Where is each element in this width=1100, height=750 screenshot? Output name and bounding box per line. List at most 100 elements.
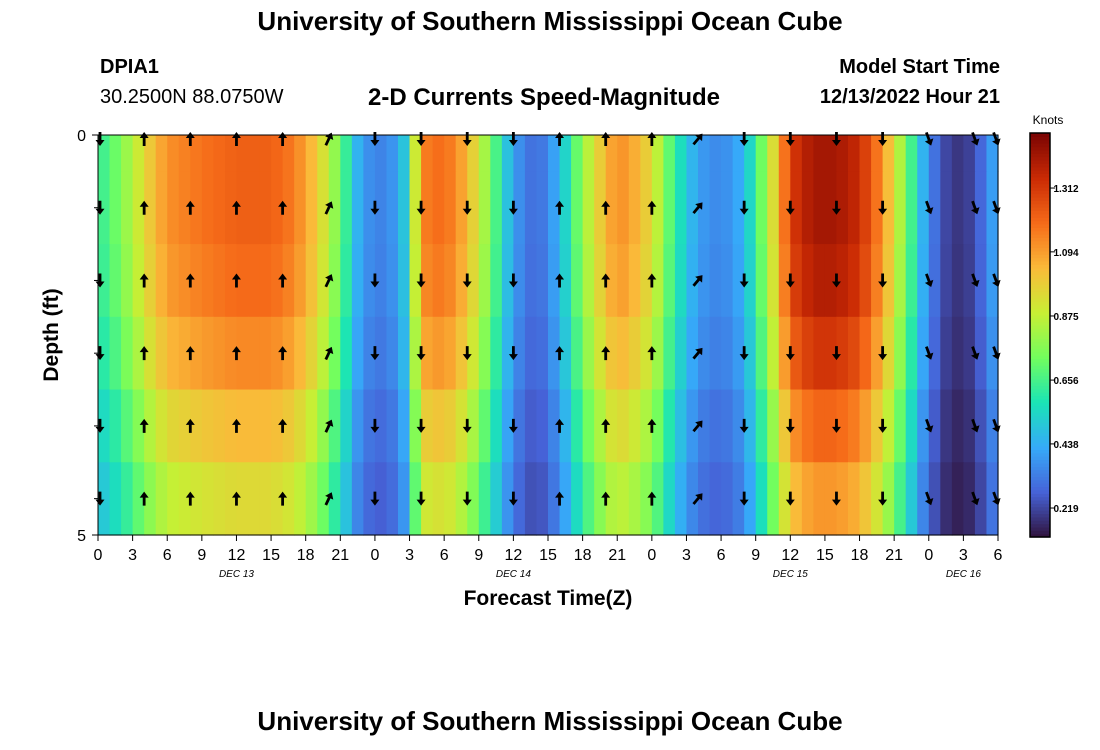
date-label: DEC 14 <box>496 569 531 580</box>
heatmap-cell <box>351 462 364 536</box>
current-arrow <box>185 418 195 433</box>
heatmap-cell <box>144 244 157 318</box>
heatmap-cell <box>617 462 630 536</box>
colorbar-segment <box>1030 183 1050 188</box>
heatmap-cell <box>536 244 549 318</box>
colorbar-segment <box>1030 166 1050 171</box>
heatmap-cell <box>651 316 664 391</box>
colorbar-segment <box>1030 146 1050 151</box>
x-tick-label: 21 <box>885 547 903 564</box>
heatmap-cell <box>674 244 688 318</box>
heatmap-cell <box>513 244 526 318</box>
colorbar-segment <box>1030 510 1050 515</box>
current-arrow <box>785 346 795 361</box>
colorbar-segment <box>1030 449 1050 454</box>
heatmap-cell <box>248 462 261 536</box>
heatmap-cell <box>571 171 584 245</box>
x-tick-label: 9 <box>474 547 483 564</box>
colorbar-segment <box>1030 520 1050 525</box>
colorbar-segment <box>1030 176 1050 181</box>
heatmap-cell <box>732 244 745 318</box>
heatmap-cell <box>386 171 399 245</box>
current-arrow <box>370 200 380 215</box>
heatmap-cell <box>190 171 203 245</box>
current-arrow <box>555 491 565 506</box>
heatmap-cell <box>974 244 988 318</box>
heatmap-cell <box>744 389 757 463</box>
heatmap-cell <box>259 462 272 536</box>
heatmap-cell <box>444 316 457 391</box>
heatmap-cell <box>640 462 653 536</box>
heatmap-cell <box>501 135 514 172</box>
heatmap-cell <box>374 135 388 172</box>
heatmap-cell <box>871 171 884 245</box>
heatmap-cell <box>167 135 180 172</box>
heatmap-cell <box>109 135 122 172</box>
current-arrow <box>785 418 795 433</box>
heatmap-cell <box>859 135 872 172</box>
colorbar-segment <box>1030 486 1050 491</box>
heatmap-cell <box>882 135 895 172</box>
heatmap-cell <box>109 462 122 536</box>
heatmap-cell <box>628 316 641 391</box>
current-arrow <box>416 418 426 433</box>
current-arrow <box>971 200 980 215</box>
current-arrow <box>831 491 841 506</box>
colorbar-segment <box>1030 530 1050 535</box>
colorbar-segment <box>1030 207 1050 212</box>
heatmap-cell <box>917 316 930 391</box>
heatmap-cell <box>605 171 618 245</box>
heatmap-cell <box>824 316 838 391</box>
heatmap-cell <box>259 244 272 318</box>
heatmap-cell <box>974 316 988 391</box>
heatmap-cell <box>836 244 849 318</box>
heatmap-cell <box>398 244 411 318</box>
heatmap-cell <box>398 171 411 245</box>
heatmap-cell <box>928 244 941 318</box>
heatmap-cell <box>144 171 157 245</box>
heatmap-cell <box>905 244 918 318</box>
heatmap-cell <box>478 244 491 318</box>
heatmap-cell <box>698 244 711 318</box>
heatmap-cell <box>709 316 722 391</box>
heatmap-cell <box>421 462 434 536</box>
heatmap-cell <box>974 389 988 463</box>
heatmap-cell <box>121 244 134 318</box>
heatmap-cell <box>951 171 964 245</box>
colorbar-segment <box>1030 405 1050 410</box>
heatmap-cell <box>917 389 930 463</box>
heatmap-cell <box>755 244 768 318</box>
heatmap-cell <box>409 244 422 318</box>
heatmap-cell <box>386 316 399 391</box>
heatmap-cell <box>674 389 688 463</box>
current-arrow <box>601 491 611 506</box>
colorbar-segment <box>1030 193 1050 198</box>
heatmap-cell <box>282 462 295 536</box>
heatmap-cell <box>144 462 157 536</box>
colorbar-segment <box>1030 133 1050 137</box>
colorbar-segment <box>1030 163 1050 168</box>
heatmap-cell <box>871 462 884 536</box>
heatmap-cell <box>905 135 918 172</box>
colorbar-segment <box>1030 422 1050 427</box>
heatmap-cell <box>755 389 768 463</box>
heatmap-cell <box>617 244 630 318</box>
heatmap-cell <box>559 244 572 318</box>
x-tick-label: 12 <box>781 547 799 564</box>
colorbar-segment <box>1030 345 1050 350</box>
colorbar-segment <box>1030 429 1050 434</box>
colorbar-segment <box>1030 473 1050 477</box>
heatmap-cell <box>686 389 699 463</box>
heatmap-cell <box>824 171 838 245</box>
colorbar-segment <box>1030 203 1050 208</box>
heatmap-cell <box>351 244 364 318</box>
heatmap-cell <box>905 389 918 463</box>
heatmap-cell <box>582 244 595 318</box>
heatmap-cell <box>109 316 122 391</box>
heatmap-cell <box>224 389 238 463</box>
colorbar-segment <box>1030 186 1050 191</box>
current-arrow <box>878 132 888 146</box>
heatmap-cell <box>432 316 445 391</box>
heatmap-cell <box>132 135 145 172</box>
current-arrow <box>278 346 288 361</box>
